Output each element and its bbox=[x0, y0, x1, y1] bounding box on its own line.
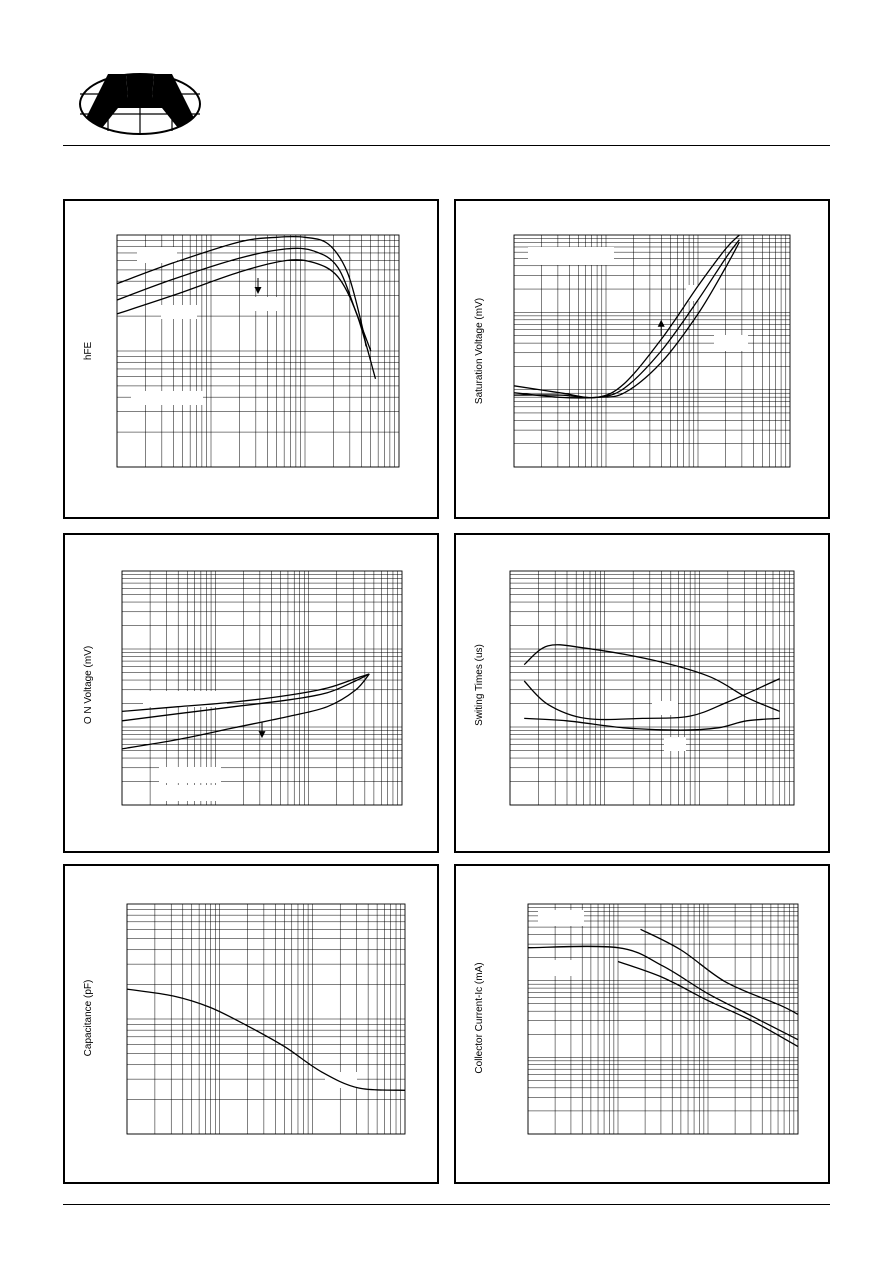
legend-box bbox=[664, 737, 686, 751]
series-line-1 bbox=[523, 644, 781, 712]
arrow-down-icon bbox=[254, 278, 262, 295]
legend-box bbox=[159, 767, 221, 783]
legend-box bbox=[325, 1072, 357, 1088]
series-line-2 bbox=[523, 678, 781, 721]
chart-svg: Switing Times (us) bbox=[474, 570, 795, 806]
series-line-1 bbox=[116, 235, 367, 347]
series-line-3 bbox=[617, 960, 799, 1048]
plot-frame bbox=[126, 903, 406, 1135]
series-line-1 bbox=[513, 234, 740, 399]
series-line-2 bbox=[116, 247, 372, 352]
series-line-1 bbox=[126, 988, 406, 1091]
legend-box bbox=[143, 691, 227, 707]
chart-svg: Saturation Voltage (mV) bbox=[474, 234, 791, 468]
chart-panel-collector-current: Collector Current-Ic (mA) bbox=[454, 864, 830, 1184]
company-logo-icon bbox=[79, 73, 201, 135]
chart-panel-saturation-voltage: Saturation Voltage (mV) bbox=[454, 199, 830, 519]
plot-frame bbox=[116, 234, 400, 468]
legend-box bbox=[137, 247, 177, 263]
legend-box bbox=[253, 297, 283, 311]
legend-box bbox=[538, 910, 584, 926]
plot-frame bbox=[513, 234, 791, 468]
chart-svg: Capacitance (pF) bbox=[83, 903, 406, 1135]
y-axis-label: Saturation Voltage (mV) bbox=[474, 298, 485, 404]
legend-box bbox=[131, 391, 203, 405]
chart-svg: O N Voltage (mV) bbox=[83, 570, 403, 806]
plot-frame bbox=[527, 903, 799, 1135]
chart-svg: hFE bbox=[83, 234, 400, 468]
arrow-head bbox=[254, 287, 262, 295]
y-axis-label: O N Voltage (mV) bbox=[83, 646, 94, 724]
arrow-up-icon bbox=[657, 319, 665, 336]
chart-panel-switching-times: Switing Times (us) bbox=[454, 533, 830, 853]
footer-rule bbox=[63, 1204, 830, 1205]
series-line-2 bbox=[121, 673, 370, 722]
y-axis-label: Collector Current-Ic (mA) bbox=[474, 962, 485, 1073]
arrow-down-icon bbox=[258, 722, 266, 739]
series-line-3 bbox=[121, 673, 370, 750]
chart-panel-on-voltage: O N Voltage (mV) bbox=[63, 533, 439, 853]
y-axis-label: Switing Times (us) bbox=[474, 644, 485, 726]
series-line-2 bbox=[513, 239, 740, 399]
series-line-3 bbox=[524, 717, 780, 731]
arrow-head bbox=[657, 319, 665, 327]
grid bbox=[116, 235, 399, 468]
legend-box bbox=[652, 701, 678, 715]
chart-panel-capacitance: Capacitance (pF) bbox=[63, 864, 439, 1184]
chart-panel-hfe: hFE bbox=[63, 199, 439, 519]
series-line-3 bbox=[513, 241, 740, 399]
legend-box bbox=[159, 785, 221, 801]
legend-box bbox=[714, 335, 748, 351]
y-axis-label: hFE bbox=[83, 342, 94, 361]
series-line-1 bbox=[121, 673, 370, 713]
grid bbox=[527, 904, 798, 1135]
series-line-3 bbox=[116, 259, 377, 379]
grid bbox=[513, 235, 790, 468]
header-rule bbox=[63, 145, 830, 146]
legend-box bbox=[528, 247, 614, 265]
grid bbox=[126, 904, 405, 1135]
grid bbox=[509, 571, 794, 806]
plot-frame bbox=[121, 570, 403, 806]
legend-box bbox=[538, 960, 578, 976]
series-line-2 bbox=[527, 945, 799, 1041]
arrow-head bbox=[258, 731, 266, 739]
chart-svg: Collector Current-Ic (mA) bbox=[474, 903, 799, 1135]
legend-box bbox=[161, 305, 197, 319]
series-line-1 bbox=[640, 928, 799, 1015]
y-axis-label: Capacitance (pF) bbox=[83, 980, 94, 1057]
plot-frame bbox=[509, 570, 795, 806]
